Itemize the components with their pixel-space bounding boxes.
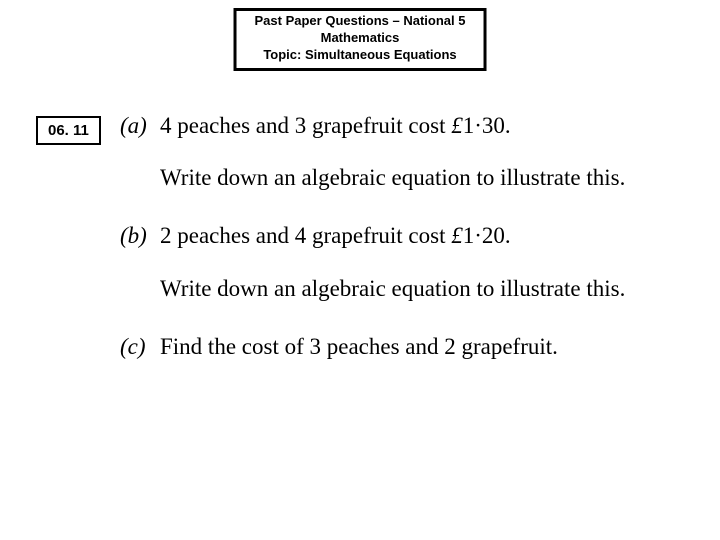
part-label: (b) xyxy=(120,223,160,249)
part-statement: Find the cost of 3 peaches and 2 grapefr… xyxy=(160,331,558,363)
header-line-1: Past Paper Questions – National 5 xyxy=(255,13,466,30)
statement-text: 2 peaches and 4 grapefruit cost xyxy=(160,223,451,248)
header-line-3: Topic: Simultaneous Equations xyxy=(255,47,466,64)
part-label: (a) xyxy=(120,113,160,139)
amount-text: 1·30. xyxy=(463,113,511,138)
part-instruction: Write down an algebraic equation to illu… xyxy=(160,162,690,194)
header-box: Past Paper Questions – National 5 Mathem… xyxy=(234,8,487,71)
question-part: (b) 2 peaches and 4 grapefruit cost £1·2… xyxy=(120,220,690,304)
part-statement-row: (a) 4 peaches and 3 grapefruit cost £1·3… xyxy=(120,110,690,142)
part-statement: 4 peaches and 3 grapefruit cost £1·30. xyxy=(160,110,511,142)
part-statement-row: (c) Find the cost of 3 peaches and 2 gra… xyxy=(120,331,690,363)
question-number: 06. 11 xyxy=(48,122,89,139)
part-label: (c) xyxy=(120,334,160,360)
part-instruction: Write down an algebraic equation to illu… xyxy=(160,273,690,305)
page: Past Paper Questions – National 5 Mathem… xyxy=(0,0,720,540)
question-area: (a) 4 peaches and 3 grapefruit cost £1·3… xyxy=(120,110,690,385)
question-part: (c) Find the cost of 3 peaches and 2 gra… xyxy=(120,331,690,363)
header-line-2: Mathematics xyxy=(255,30,466,47)
part-statement-row: (b) 2 peaches and 4 grapefruit cost £1·2… xyxy=(120,220,690,252)
question-part: (a) 4 peaches and 3 grapefruit cost £1·3… xyxy=(120,110,690,194)
amount-text: 1·20. xyxy=(463,223,511,248)
part-statement: 2 peaches and 4 grapefruit cost £1·20. xyxy=(160,220,511,252)
statement-text: Find the cost of 3 peaches and 2 grapefr… xyxy=(160,334,558,359)
currency-symbol: £ xyxy=(451,113,463,138)
question-number-box: 06. 11 xyxy=(36,116,101,145)
statement-text: 4 peaches and 3 grapefruit cost xyxy=(160,113,451,138)
currency-symbol: £ xyxy=(451,223,463,248)
